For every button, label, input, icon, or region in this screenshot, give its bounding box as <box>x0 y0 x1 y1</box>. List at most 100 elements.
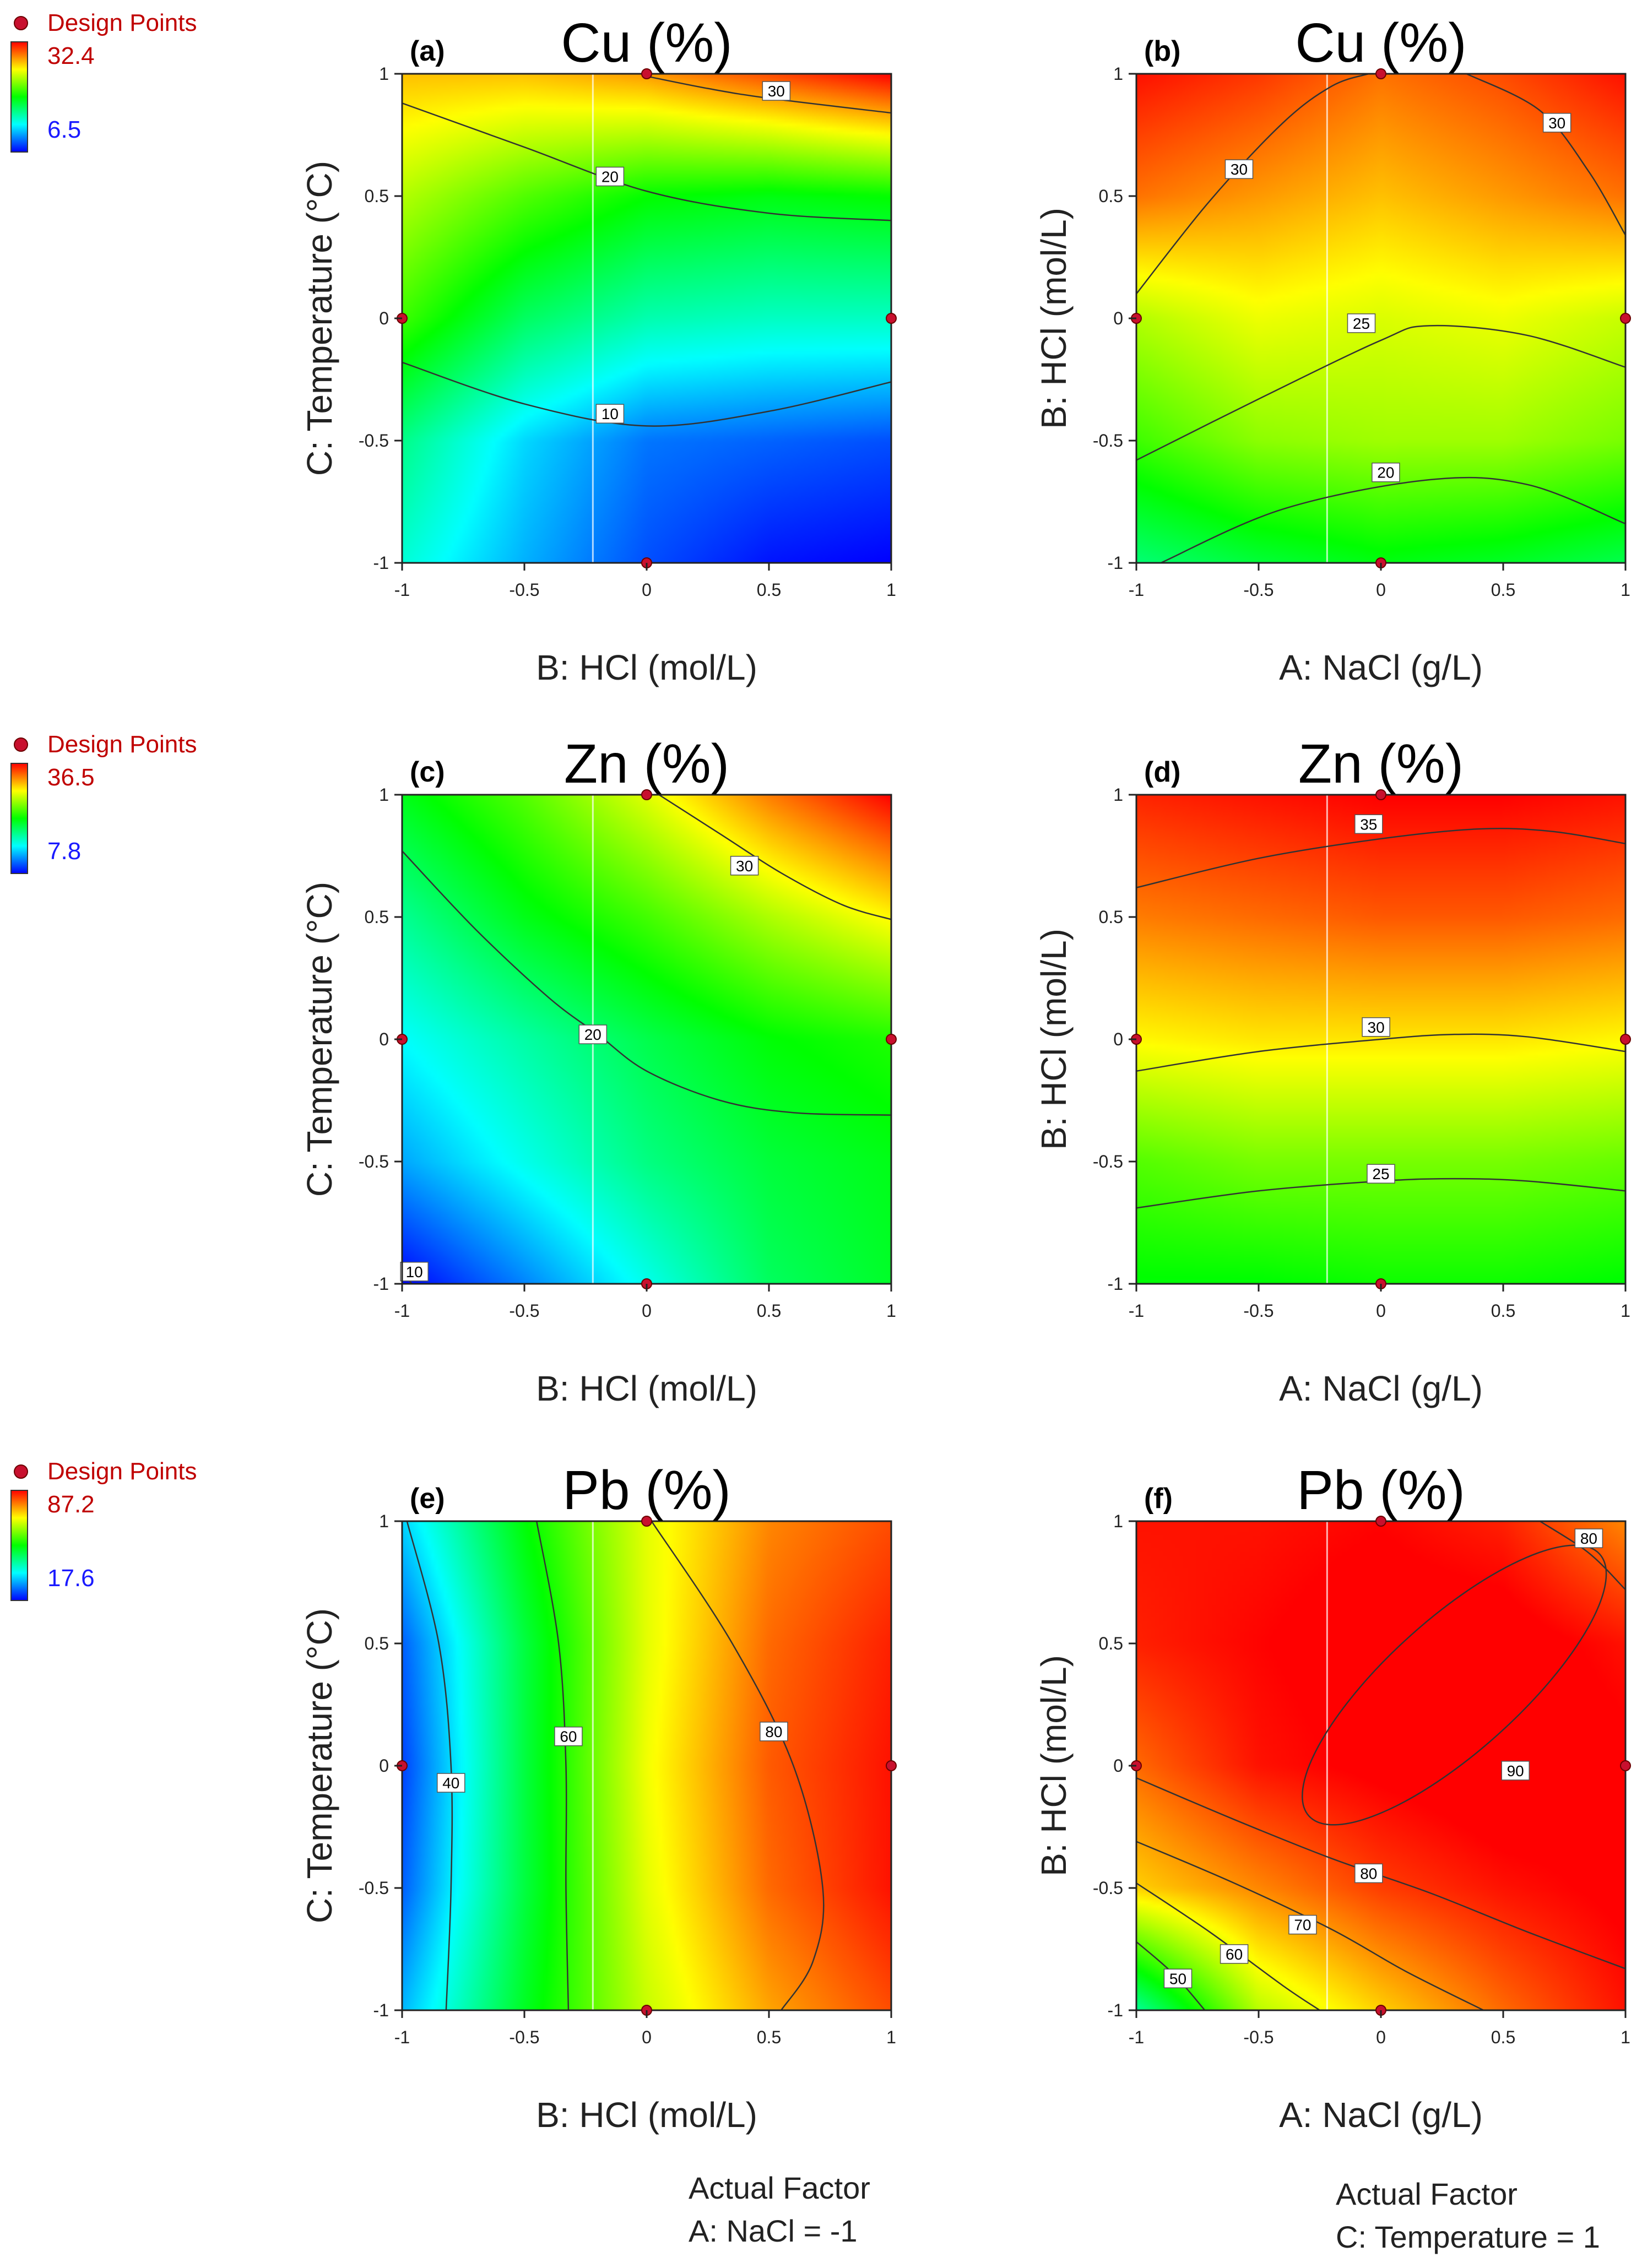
design-point <box>886 1760 897 1771</box>
panel-label: (f) <box>1144 1483 1173 1515</box>
x-tick-label: -1 <box>1129 1301 1144 1321</box>
y-tick-label: 0 <box>1113 308 1123 328</box>
svg-text:20: 20 <box>601 168 619 185</box>
y-axis-label: C: Temperature (°C) <box>300 1608 339 1923</box>
contour-line <box>1160 476 1625 563</box>
contour-label: 30 <box>730 856 759 876</box>
contour-label: 80 <box>1574 1528 1603 1548</box>
design-point-icon <box>14 16 28 30</box>
y-tick-label: 0 <box>379 308 389 328</box>
panel-label: (b) <box>1144 35 1180 67</box>
x-tick-label: -0.5 <box>1243 580 1274 600</box>
legend-colorbar <box>10 1490 28 1601</box>
contour-line <box>406 1521 453 2010</box>
design-point-icon <box>14 1464 28 1479</box>
contour-label: 35 <box>1354 814 1383 834</box>
x-tick-label: 0.5 <box>757 1301 781 1321</box>
contour-line <box>402 850 891 1116</box>
y-tick-label: -1 <box>1108 2000 1123 2020</box>
y-tick-label: 1 <box>379 1511 389 1531</box>
design-point <box>641 1516 652 1527</box>
svg-text:20: 20 <box>584 1026 601 1043</box>
y-tick-label: -1 <box>1108 553 1123 573</box>
y-tick-label: 0.5 <box>365 186 389 206</box>
svg-text:30: 30 <box>1548 115 1565 132</box>
chart-panel-e: 40 60 80 -1 -0.5 0 0.5 1 -1 -0.5 0 0.5 1 (e) Pb (%) B: … <box>300 1459 897 2135</box>
x-tick-label: -0.5 <box>1243 2027 1274 2047</box>
y-tick-label: 0.5 <box>1099 907 1123 927</box>
design-point <box>1375 789 1386 800</box>
legend-min: 17.6 <box>47 1565 95 1592</box>
legend-title: Design Points <box>47 731 197 758</box>
contour-label: 30 <box>1542 113 1571 133</box>
contours <box>1136 74 1625 563</box>
contour-label: 10 <box>400 1262 429 1282</box>
chart-title: Pb (%) <box>562 1459 731 1521</box>
y-axis-label: C: Temperature (°C) <box>300 882 339 1197</box>
design-point <box>886 313 897 324</box>
contour-label: 80 <box>1354 1863 1383 1884</box>
y-tick-label: -0.5 <box>359 1878 389 1898</box>
contour-label: 50 <box>1163 1968 1193 1989</box>
legend-1: Design Points 32.4 6.5 <box>10 9 197 153</box>
x-tick-label: 0.5 <box>757 2027 781 2047</box>
panel-label: (c) <box>410 756 445 788</box>
y-tick-label: 0.5 <box>1099 186 1123 206</box>
svg-text:80: 80 <box>1580 1530 1597 1547</box>
x-tick-label: 0 <box>642 2027 652 2047</box>
svg-text:30: 30 <box>1368 1019 1385 1036</box>
x-tick-label: 0.5 <box>1491 580 1515 600</box>
x-tick-label: 0 <box>1376 580 1386 600</box>
chart-panel-f: 50 60 70 80 80 90 -1 -0.5 0 0.5 1 -1 -0.5 0 0.5 1 (f) Pb … <box>1034 1459 1631 2135</box>
y-tick-label: -1 <box>373 2000 389 2020</box>
contour-label: 60 <box>1220 1944 1249 1964</box>
x-axis-label: A: NaCl (g/L) <box>1279 2095 1483 2135</box>
legend-colorbar <box>10 41 28 153</box>
contours <box>1136 795 1625 1284</box>
contour-label: 60 <box>554 1726 583 1746</box>
heatmap-surface <box>402 795 891 1284</box>
x-tick-label: -0.5 <box>509 2027 539 2047</box>
svg-text:80: 80 <box>1360 1865 1377 1882</box>
design-point <box>641 68 652 79</box>
contour-line <box>646 75 891 114</box>
y-axis-label: C: Temperature (°C) <box>300 161 339 476</box>
contour-label: 25 <box>1347 313 1376 333</box>
contour-label: 40 <box>437 1773 465 1793</box>
svg-text:40: 40 <box>442 1775 459 1792</box>
contour-label: 25 <box>1367 1164 1395 1184</box>
contour-label: 30 <box>1224 159 1254 179</box>
x-tick-label: 1 <box>886 580 896 600</box>
design-point <box>1375 1516 1386 1527</box>
y-tick-label: -1 <box>1108 1274 1123 1294</box>
x-tick-label: -0.5 <box>509 1301 539 1321</box>
contour-label: 20 <box>578 1024 608 1044</box>
contour-line <box>1466 74 1625 236</box>
design-point <box>1620 1760 1631 1771</box>
contour-line <box>535 1521 570 2010</box>
chart-panel-a: 10 20 30 -1 -0.5 0 0.5 1 -1 -0.5 0 0.5 1 (a) Cu (%) B: … <box>300 12 897 687</box>
footnote-right-line1: Actual Factor <box>1336 2177 1518 2211</box>
contour-line <box>402 102 891 221</box>
x-tick-label: 0.5 <box>757 580 781 600</box>
x-axis-label: A: NaCl (g/L) <box>1279 648 1483 687</box>
contour-label: 90 <box>1501 1761 1530 1781</box>
chart-title: Cu (%) <box>1295 12 1466 74</box>
legend-title: Design Points <box>47 9 197 36</box>
legend-max: 32.4 <box>47 42 95 69</box>
svg-text:30: 30 <box>1231 161 1248 178</box>
x-tick-label: 1 <box>1621 1301 1630 1321</box>
contours <box>406 1521 825 2010</box>
x-tick-label: 0 <box>1376 2027 1386 2047</box>
svg-text:25: 25 <box>1353 315 1370 332</box>
y-tick-label: 0.5 <box>365 907 389 927</box>
legend-title: Design Points <box>47 1458 197 1485</box>
contour-label: 20 <box>1372 462 1400 482</box>
y-tick-label: 0.5 <box>365 1634 389 1653</box>
x-tick-label: 1 <box>1621 2027 1630 2047</box>
y-tick-label: 1 <box>1113 64 1123 84</box>
legend-colorbar <box>10 763 28 874</box>
contour-line <box>402 361 891 427</box>
